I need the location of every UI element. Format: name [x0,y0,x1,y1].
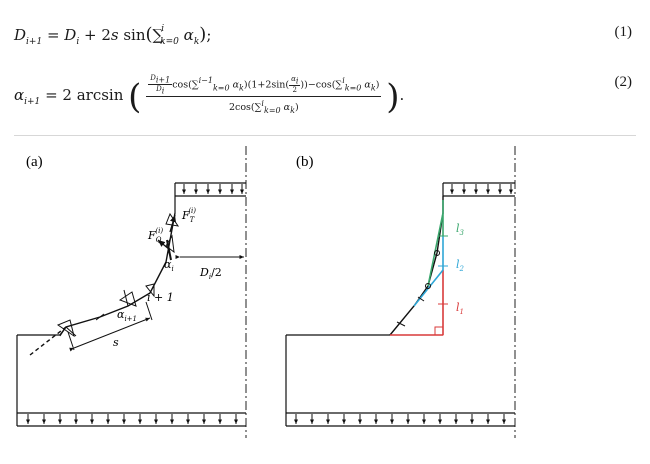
equation-1-body: Di+1 = Di + 2s sin(∑ik=0 αk); [14,24,212,47]
panel-b-bottom-load [285,412,515,427]
panel-a-s-label: s [113,336,119,349]
panel-a-label: (a) [26,154,43,170]
panel-a-dimension-s [67,301,153,352]
panel-a-top-load [174,182,246,197]
equation-1: Di+1 = Di + 2s sin(∑ik=0 αk); (1) [0,20,650,50]
panel-b-l2-label: l2 [456,258,465,273]
equation-2-body: αi+1 = 2 arcsin ( Di+1 Di cos(∑i−1k=0 αk)(… [14,74,405,117]
panel-a-alpha-i-label: αi [164,258,174,273]
equation-2-number: (2) [614,74,633,90]
panel-b-top-load [442,182,515,197]
panel-a-body-outline [16,196,176,413]
panel-b: (b) [285,146,516,438]
panel-a-force-arrows [157,214,177,251]
panel-b-segment-l1 [390,270,448,336]
panel-b-body-outline [285,334,390,413]
panel-b-segment-l3 [427,200,448,287]
panel-a-node-label: i + 1 [147,291,174,304]
equation-1-number: (1) [614,24,633,40]
panel-b-profile [389,196,444,336]
panel-b-l1-label: l1 [456,301,464,316]
panel-b-markers [396,250,440,327]
section-divider [14,135,636,136]
panel-a-fq-label: FQ(i) [147,227,163,244]
panel-a-d-label: Di/2 [199,266,222,281]
equation-2: αi+1 = 2 arcsin ( Di+1 Di cos(∑i−1k=0 αk)(… [0,62,650,124]
panel-b-l3-label: l3 [456,222,465,237]
panel-a-bottom-load [16,412,246,427]
panel-a: (a) [16,146,247,438]
panel-a-ft-label: FT(i) [181,207,196,224]
panel-b-label: (b) [296,154,314,170]
panel-a-alpha-i1-label: αi+1 [117,308,137,323]
